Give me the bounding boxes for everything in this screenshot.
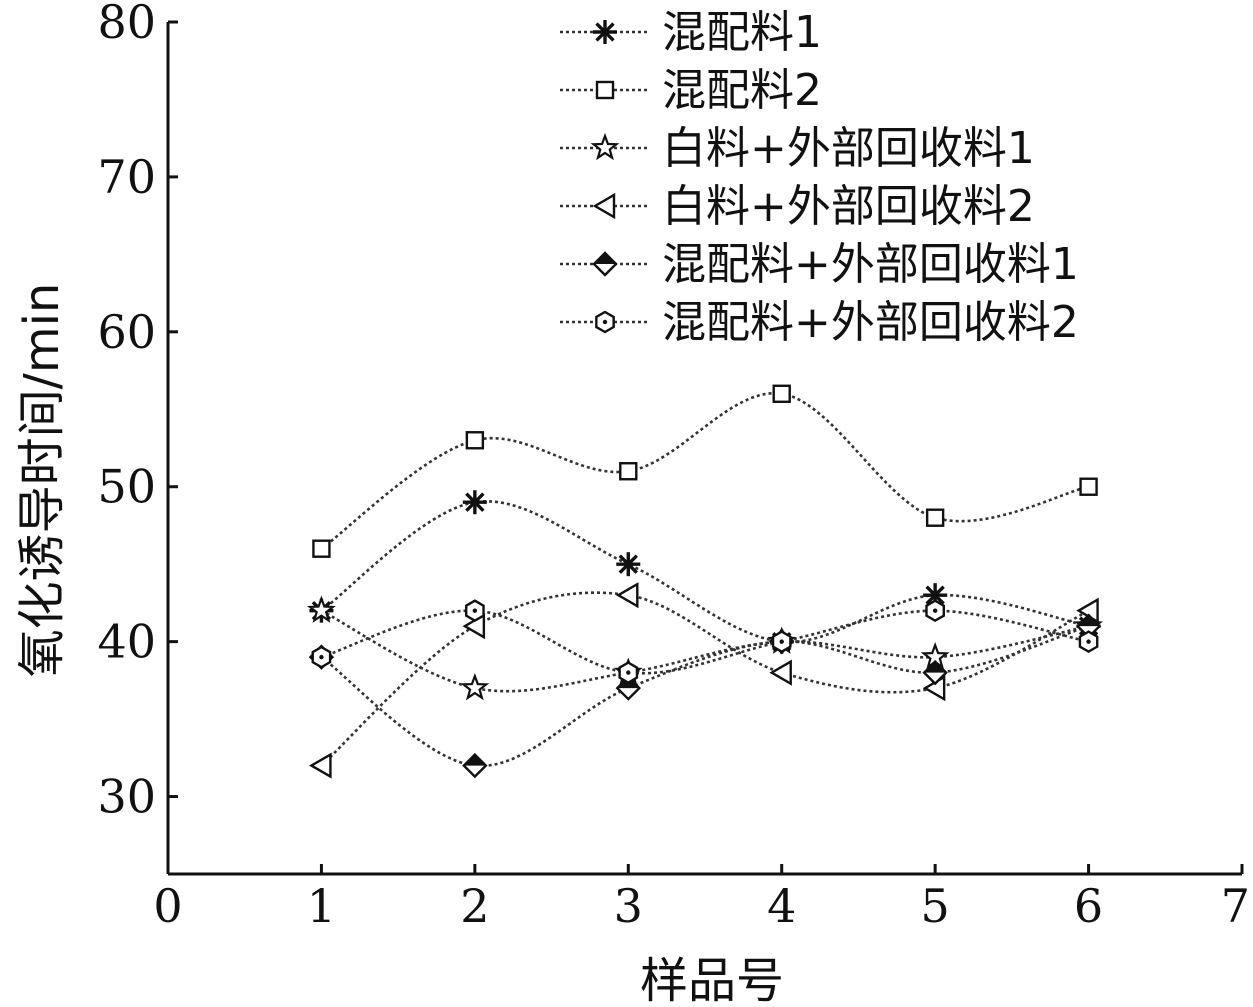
series-3 [307,595,1103,701]
series-line [320,591,1090,767]
legend-item: 混配料1 [560,7,822,58]
legend-marker [590,132,620,161]
x-tick-label: 5 [921,879,950,933]
data-point [1075,613,1102,639]
data-point [922,659,948,686]
series-line [320,609,1089,693]
series-6 [311,599,1099,685]
data-point [311,645,332,669]
x-axis-title: 样品号 [640,953,784,1007]
legend-label: 混配料1 [662,7,822,58]
series-5 [308,613,1102,779]
data-point [769,659,792,686]
data-point [619,462,638,481]
data-point [1078,630,1099,654]
legend-label: 白料+外部回收料2 [662,181,1035,232]
x-tick-label: 2 [460,879,489,933]
data-point [616,552,641,577]
axes: 0 1 2 3 4 5 6 7 30 40 50 60 70 80 [97,0,1250,933]
data-point [772,384,791,403]
legend-item: 混配料+外部回收料2 [560,297,1079,348]
data-point [925,508,945,527]
y-tick-label: 80 [97,0,156,49]
x-tick-label: 0 [153,879,182,933]
data-point [771,630,792,654]
legend-marker [592,251,618,277]
series-line [321,609,1089,675]
legend-marker [592,192,616,220]
y-tick-label: 50 [97,460,156,514]
x-tick-label: 3 [614,879,643,933]
data-point [925,599,946,623]
legend-marker [595,310,615,334]
data-point [460,672,490,701]
legend-marker [595,80,615,100]
data-point [465,431,485,450]
legend-item: 白料+外部回收料1 [560,123,1035,174]
legend-label: 混配料+外部回收料1 [662,239,1079,290]
data-point [618,661,639,685]
y-tick-label: 30 [97,770,156,824]
y-tick-label: 40 [97,615,156,669]
series-2 [312,384,1098,558]
x-tick-label: 7 [1221,879,1250,933]
legend-marker [593,20,617,44]
x-tick-label: 6 [1074,879,1103,933]
data-point [309,752,332,779]
legend-label: 白料+外部回收料1 [662,123,1035,174]
y-tick-label: 70 [97,150,156,204]
data-point [462,490,487,515]
data-point [615,582,639,609]
legend-label: 混配料+外部回收料2 [662,297,1079,348]
series-4 [309,582,1099,779]
data-point [462,752,488,779]
series-line [320,500,1089,644]
x-tick-label: 1 [307,879,336,933]
y-axis-title: 氧化诱导时间/min [14,283,70,678]
data-point [1079,477,1098,496]
x-tick-label: 4 [767,879,796,933]
series-1 [309,490,1101,654]
data-point [312,539,331,558]
series-line [320,624,1089,768]
data-point [307,595,336,623]
series-line [320,392,1089,550]
y-tick-label: 60 [97,305,156,359]
legend-item: 混配料2 [560,65,822,116]
legend-item: 白料+外部回收料2 [560,181,1035,232]
legend-item: 混配料+外部回收料1 [560,239,1079,290]
series-layer [307,384,1103,779]
legend: 混配料1 混配料2 白料+外部回收料1 白料+外部回收料2 混配料+外部回收料1 混配料+… [560,7,1079,348]
legend-label: 混配料2 [662,65,822,116]
data-point [464,599,485,623]
